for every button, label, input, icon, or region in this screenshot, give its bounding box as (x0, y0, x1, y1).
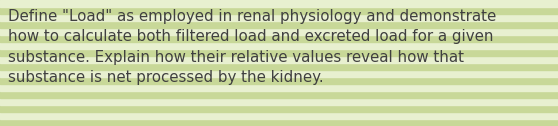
Bar (0, 49, 558, 56)
Bar (0, 112, 558, 119)
Bar (0, 84, 558, 91)
Bar (0, 98, 558, 105)
Bar (0, 35, 558, 42)
Bar (0, 91, 558, 98)
Bar (0, 105, 558, 112)
Bar (0, 7, 558, 14)
Bar (0, 14, 558, 21)
Bar (0, 0, 558, 7)
Bar (0, 77, 558, 84)
Bar (0, 28, 558, 35)
Bar (0, 70, 558, 77)
Bar (0, 119, 558, 126)
Bar (0, 63, 558, 70)
Bar (0, 21, 558, 28)
Text: Define "Load" as employed in renal physiology and demonstrate
how to calculate b: Define "Load" as employed in renal physi… (8, 9, 497, 85)
Bar (0, 42, 558, 49)
Bar (0, 56, 558, 63)
